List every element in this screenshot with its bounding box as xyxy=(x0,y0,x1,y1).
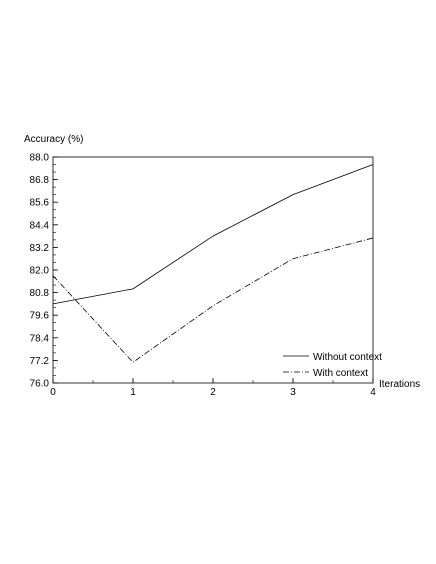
legend-label-without-context: Without context xyxy=(313,352,382,363)
plot-area-frame xyxy=(52,156,374,384)
y-tick-label: 78.4 xyxy=(30,333,50,344)
x-tick-label: 2 xyxy=(210,387,216,398)
x-tick-label: 3 xyxy=(290,387,296,398)
y-tick-label: 85.6 xyxy=(30,198,50,209)
series-line-without-context xyxy=(52,164,374,305)
y-tick-label: 80.8 xyxy=(30,288,50,299)
legend: Without context With context xyxy=(283,352,382,379)
x-tick-label: 4 xyxy=(370,387,376,398)
y-tick-label: 88.0 xyxy=(30,153,50,164)
y-axis-title: Accuracy (%) xyxy=(24,134,83,145)
y-tick-label: 84.4 xyxy=(30,220,50,231)
y-tick-label: 79.6 xyxy=(30,311,50,322)
x-tick-label: 0 xyxy=(50,387,56,398)
x-tick-label: 1 xyxy=(130,387,136,398)
y-tick-label: 76.0 xyxy=(30,379,50,390)
y-tick-label: 86.8 xyxy=(30,175,50,186)
y-tick-label: 83.2 xyxy=(30,243,50,254)
series-line-with-context xyxy=(52,237,374,363)
y-tick-label: 77.2 xyxy=(30,356,50,367)
x-axis-title: Iterations xyxy=(379,379,420,390)
legend-label-with-context: With context xyxy=(313,368,368,379)
y-tick-label: 82.0 xyxy=(30,266,50,277)
